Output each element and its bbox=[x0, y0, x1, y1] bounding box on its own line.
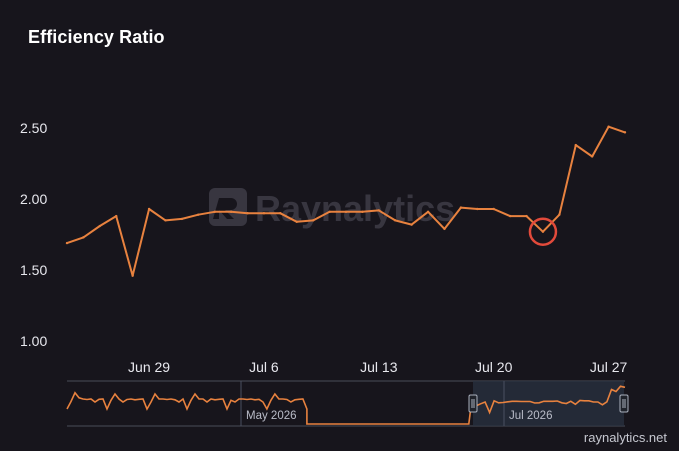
data-point bbox=[476, 207, 479, 211]
navigator-series-line bbox=[66, 385, 626, 425]
data-point bbox=[574, 143, 577, 147]
data-point bbox=[459, 206, 463, 209]
navigator-label-jul: Jul 2026 bbox=[509, 410, 552, 422]
data-point bbox=[394, 219, 397, 222]
watermark-text: Raynalytics bbox=[255, 188, 455, 229]
data-point bbox=[147, 207, 151, 211]
y-tick-label: 2.00 bbox=[20, 191, 47, 207]
x-tick-label: Jul 27 bbox=[590, 359, 628, 375]
chart-title: Efficiency Ratio bbox=[28, 27, 165, 47]
navigator-left-handle[interactable] bbox=[468, 394, 478, 413]
data-point bbox=[65, 241, 69, 245]
data-point bbox=[344, 210, 348, 214]
data-point bbox=[115, 214, 118, 218]
data-point bbox=[508, 214, 512, 218]
x-tick-label: Jul 13 bbox=[360, 359, 398, 375]
data-point bbox=[197, 213, 200, 216]
navigator-label-may: May 2026 bbox=[246, 410, 297, 422]
navigator[interactable]: May 2026 Jul 2026 bbox=[66, 380, 629, 427]
data-point bbox=[443, 227, 446, 231]
data-point bbox=[82, 236, 85, 239]
data-point bbox=[541, 230, 545, 233]
data-point bbox=[131, 274, 134, 277]
y-axis: 1.00 1.50 2.00 2.50 bbox=[20, 120, 47, 349]
data-point bbox=[623, 131, 627, 134]
credit-text: raynalytics.net bbox=[583, 430, 667, 445]
data-point bbox=[492, 207, 495, 211]
x-tick-label: Jun 29 bbox=[128, 359, 170, 375]
y-tick-label: 1.00 bbox=[20, 333, 47, 349]
data-point bbox=[558, 213, 561, 216]
data-point bbox=[164, 219, 167, 222]
data-point bbox=[98, 224, 102, 228]
data-point bbox=[607, 125, 610, 128]
data-point bbox=[295, 220, 298, 223]
data-point bbox=[213, 210, 216, 214]
x-tick-label: Jul 6 bbox=[249, 359, 279, 375]
data-point bbox=[246, 212, 249, 215]
data-point bbox=[279, 212, 282, 215]
highlight-marker bbox=[528, 217, 558, 246]
data-point bbox=[426, 210, 430, 214]
data-point bbox=[590, 155, 594, 158]
data-point bbox=[262, 212, 266, 215]
navigator-right-handle[interactable] bbox=[619, 394, 629, 413]
y-tick-label: 1.50 bbox=[20, 262, 47, 278]
data-point bbox=[180, 217, 184, 221]
x-axis: Jun 29 Jul 6 Jul 13 Jul 20 Jul 27 bbox=[128, 359, 627, 375]
data-point bbox=[311, 219, 315, 222]
y-tick-label: 2.50 bbox=[20, 120, 47, 136]
data-point bbox=[377, 209, 381, 212]
data-point bbox=[410, 223, 413, 226]
plot-area bbox=[65, 125, 627, 277]
x-tick-label: Jul 20 bbox=[475, 359, 513, 375]
data-point bbox=[361, 210, 364, 214]
watermark: Raynalytics bbox=[209, 188, 455, 229]
data-point bbox=[525, 214, 528, 218]
data-point bbox=[229, 210, 233, 214]
data-point bbox=[328, 210, 331, 214]
